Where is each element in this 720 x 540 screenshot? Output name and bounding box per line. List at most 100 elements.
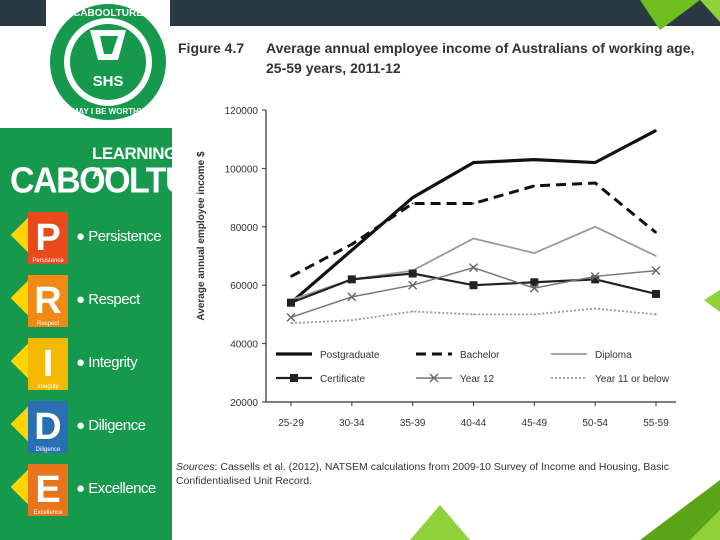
logo-shs-text: SHS bbox=[93, 73, 124, 90]
data-point bbox=[651, 266, 661, 276]
data-point bbox=[594, 226, 596, 228]
y-tick-label: 40000 bbox=[230, 340, 258, 351]
slide-canvas bbox=[170, 26, 718, 500]
data-point bbox=[347, 275, 356, 284]
value-letter-caption: Integrity bbox=[37, 384, 59, 390]
value-letter: P bbox=[35, 216, 61, 259]
value-letter-tile: P Persistence bbox=[28, 212, 68, 264]
value-letter: I bbox=[42, 342, 54, 385]
data-point bbox=[408, 280, 418, 290]
sources-label: Sources bbox=[176, 461, 215, 473]
series-line-year-11-or-below bbox=[290, 307, 657, 325]
y-axis-label: Average annual employee income $ bbox=[196, 151, 207, 321]
value-letter-caption: Excellence bbox=[33, 510, 63, 516]
data-point bbox=[351, 249, 353, 251]
y-tick-label: 80000 bbox=[230, 223, 258, 234]
data-point bbox=[469, 263, 478, 273]
legend-label: Bachelor bbox=[460, 350, 500, 361]
panel-title-line1: LEARNING AT bbox=[92, 144, 177, 183]
x-tick-label: 25-29 bbox=[278, 418, 304, 429]
data-point bbox=[655, 255, 657, 257]
value-letter-tile: D Diligence bbox=[28, 401, 68, 453]
data-point bbox=[411, 310, 414, 313]
value-label: ● Excellence bbox=[76, 480, 156, 497]
data-point bbox=[290, 322, 292, 324]
income-line-chart: 20000 40000 60000 80000 100000 120000 25-29 30-… bbox=[196, 106, 676, 429]
y-tick-label: 20000 bbox=[230, 398, 258, 409]
data-point bbox=[594, 182, 596, 184]
value-label: ● Diligence bbox=[76, 417, 146, 434]
data-point bbox=[530, 278, 539, 287]
value-row-integrity: I Integrity ● Integrity bbox=[10, 338, 170, 394]
data-point bbox=[472, 237, 475, 240]
x-tick-label: 35-39 bbox=[400, 418, 426, 429]
data-point bbox=[347, 292, 357, 302]
value-letter-tile: R Respect bbox=[28, 275, 68, 327]
logo-caboolture-text: CABOOLTURE bbox=[73, 8, 143, 19]
series-line-postgraduate bbox=[289, 129, 657, 304]
data-point bbox=[411, 196, 414, 199]
data-point bbox=[591, 275, 600, 284]
value-label: ● Integrity bbox=[76, 354, 138, 371]
value-letter-caption: Respect bbox=[36, 321, 59, 327]
legend-label: Year 12 bbox=[460, 374, 495, 385]
triangle-bottom-right-1 bbox=[640, 480, 720, 540]
series-line-year-12 bbox=[290, 266, 657, 319]
data-point bbox=[286, 312, 296, 322]
data-point bbox=[472, 202, 475, 205]
y-tick-label: 100000 bbox=[225, 164, 259, 175]
value-letter: E bbox=[35, 468, 61, 511]
data-point bbox=[655, 313, 657, 316]
value-letter-tile: E Excellence bbox=[28, 464, 68, 516]
data-point bbox=[594, 307, 596, 310]
data-point bbox=[533, 313, 536, 316]
figure-sources: Sources: Cassells et al. (2012), NATSEM … bbox=[176, 460, 706, 488]
legend-label: Diploma bbox=[595, 350, 632, 361]
data-point bbox=[529, 283, 539, 293]
data-point bbox=[655, 231, 657, 234]
y-tick-label: 60000 bbox=[230, 281, 258, 292]
value-letter-caption: Diligence bbox=[35, 447, 61, 453]
sources-text: : Cassells et al. (2012), NATSEM calcula… bbox=[176, 461, 669, 487]
x-tick-label: 40-44 bbox=[461, 418, 487, 429]
value-label: ● Respect bbox=[76, 291, 140, 308]
value-row-excellence: E Excellence ● Excellence bbox=[10, 464, 170, 520]
legend-label: Postgraduate bbox=[320, 350, 380, 361]
data-point bbox=[652, 289, 660, 298]
data-point bbox=[351, 243, 353, 246]
data-point bbox=[590, 271, 600, 281]
data-point bbox=[469, 281, 478, 290]
data-point bbox=[655, 129, 657, 132]
values-panel: LEARNING AT CABOOLTURE P Persistence ● P… bbox=[0, 128, 234, 540]
data-point bbox=[290, 275, 292, 278]
triangle-bottom-mid bbox=[410, 505, 470, 540]
value-label: ● Persistence bbox=[76, 228, 162, 245]
x-tick-label: 30-34 bbox=[339, 418, 365, 429]
data-point bbox=[533, 185, 536, 187]
x-tick-label: 55-59 bbox=[643, 418, 669, 429]
logo-motto-text: MAY I BE WORTHY bbox=[72, 107, 145, 116]
value-letter-caption: Persistence bbox=[32, 258, 64, 264]
value-letter: D bbox=[34, 405, 62, 448]
triangle-top-right-1 bbox=[640, 0, 700, 30]
value-row-diligence: D Diligence ● Diligence bbox=[10, 401, 170, 457]
triangle-right-small bbox=[704, 290, 720, 312]
legend-marker bbox=[290, 374, 298, 382]
data-point bbox=[533, 252, 536, 254]
data-point bbox=[472, 313, 475, 316]
triangle-top-right-2 bbox=[700, 0, 720, 22]
figure-number: Figure 4.7 bbox=[178, 40, 245, 56]
data-point bbox=[411, 202, 414, 205]
x-tick-label: 50-54 bbox=[582, 418, 608, 429]
data-point bbox=[533, 158, 536, 161]
data-point bbox=[472, 161, 475, 164]
data-point bbox=[287, 298, 295, 307]
value-letter-tile: I Integrity bbox=[28, 338, 68, 390]
data-point bbox=[408, 269, 417, 278]
legend-label: Certificate bbox=[320, 374, 365, 385]
school-logo: SHS CABOOLTURE MAY I BE WORTHY bbox=[46, 0, 170, 128]
x-tick-label: 45-49 bbox=[522, 418, 548, 429]
triangle-bottom-right-2 bbox=[690, 510, 720, 540]
figure-title: Average annual employee income of Austra… bbox=[266, 40, 695, 76]
